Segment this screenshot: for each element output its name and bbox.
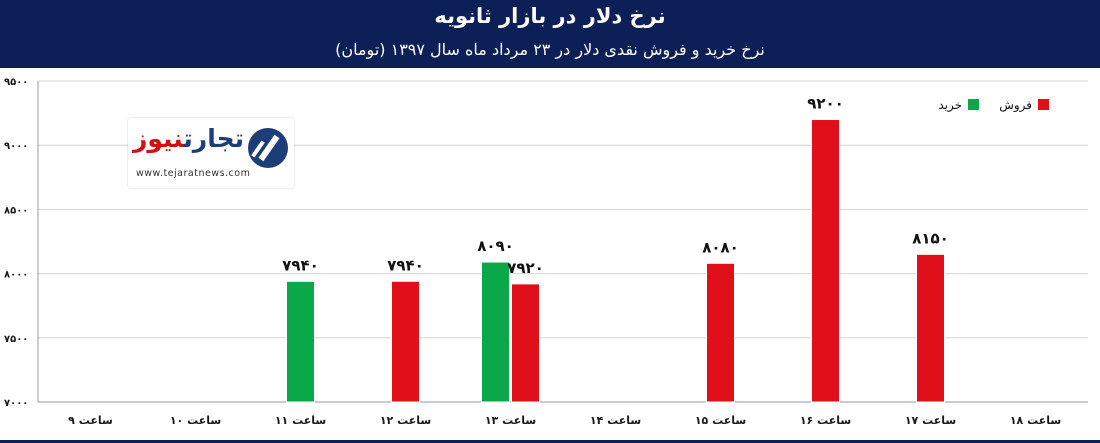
data-label: ۸۰۹۰ xyxy=(477,237,514,255)
y-tick-label: ۷۰۰۰ xyxy=(4,398,28,409)
data-label: ۷۹۴۰ xyxy=(387,256,424,274)
y-tick-label: ۸۵۰۰ xyxy=(4,205,28,216)
legend-swatch-buy xyxy=(968,99,979,110)
y-tick-label: ۷۵۰۰ xyxy=(4,334,28,345)
tejaratnews-logo: تجارتنیوز www.tejaratnews.com xyxy=(128,118,294,188)
x-tick-label: ساعت ۱۳ xyxy=(485,414,536,427)
bar-sell xyxy=(916,253,945,403)
bar-buy xyxy=(481,261,510,403)
logo-text-part1: تجارت xyxy=(183,124,244,153)
legend-label-sell: فروش xyxy=(999,98,1032,113)
bar-sell xyxy=(706,262,735,403)
data-label: ۸۱۵۰ xyxy=(912,229,949,247)
x-tick-label: ساعت ۱۶ xyxy=(800,414,851,427)
data-label: ۸۰۸۰ xyxy=(702,238,739,256)
chart-subtitle: نرخ خرید و فروش نقدی دلار در ۲۳ مرداد ما… xyxy=(335,40,765,59)
x-tick-label: ساعت ۱۲ xyxy=(380,414,431,427)
x-tick-label: ساعت ۱۷ xyxy=(905,414,956,427)
logo-mark-icon xyxy=(248,128,288,168)
x-tick-label: ساعت ۹ xyxy=(68,414,113,427)
data-label: ۷۹۲۰ xyxy=(507,259,544,277)
logo-url: www.tejaratnews.com xyxy=(136,168,251,179)
chart-title: نرخ دلار در بازار ثانویه xyxy=(434,4,666,28)
bar-sell xyxy=(811,119,840,403)
logo-text: تجارتنیوز xyxy=(133,124,244,153)
legend-swatch-sell xyxy=(1038,99,1049,110)
legend-label-buy: خرید xyxy=(938,98,962,113)
y-tick-label: ۸۰۰۰ xyxy=(4,270,28,281)
bar-buy xyxy=(286,280,315,403)
x-tick-label: ساعت ۱۵ xyxy=(695,414,746,427)
x-tick-label: ساعت ۱۰ xyxy=(170,414,221,427)
y-tick-label: ۹۰۰۰ xyxy=(4,141,28,152)
bar-sell xyxy=(391,280,420,403)
logo-text-part2: نیوز xyxy=(132,124,184,153)
x-tick-label: ساعت ۱۸ xyxy=(1010,414,1061,427)
data-label: ۷۹۴۰ xyxy=(282,256,319,274)
data-label: ۹۲۰۰ xyxy=(807,95,844,113)
x-tick-label: ساعت ۱۴ xyxy=(590,414,641,427)
x-tick-label: ساعت ۱۱ xyxy=(275,414,326,427)
bar-sell xyxy=(511,283,540,403)
y-tick-label: ۹۵۰۰ xyxy=(4,77,28,88)
